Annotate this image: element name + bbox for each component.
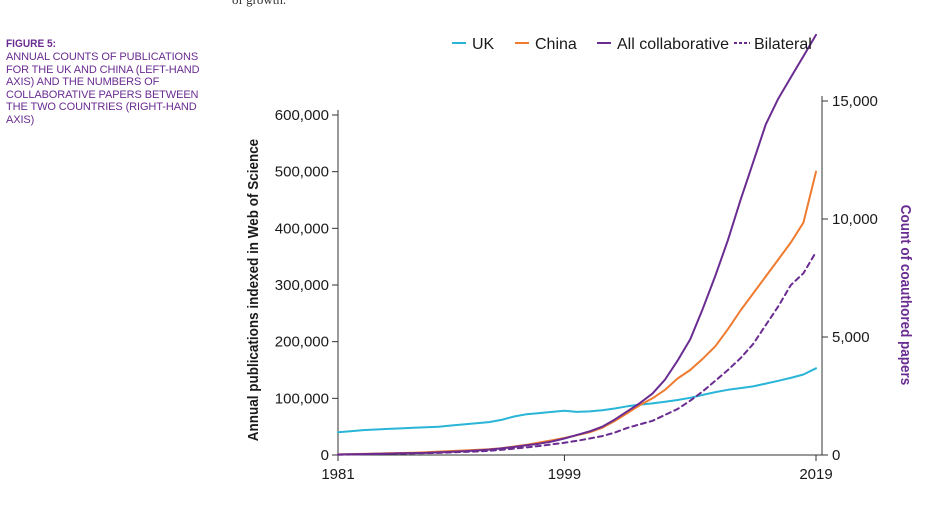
left-axis-tick-label: 200,000 (275, 334, 329, 351)
series-line-all-collaborative (337, 33, 817, 456)
legend-label-china: China (535, 36, 577, 53)
left-axis-tick-label: 500,000 (275, 164, 329, 181)
series-line-bilateral (337, 251, 817, 456)
x-axis-tick-label: 2019 (799, 466, 832, 483)
legend-label-bilateral: Bilateral (754, 36, 812, 53)
figure-caption-body: ANNUAL COUNTS OF PUBLICATIONS FOR THE UK… (6, 51, 200, 126)
right-axis-tick-label: 5,000 (832, 329, 870, 346)
left-axis-tick-label: 100,000 (275, 390, 329, 407)
left-axis-title: Annual publications indexed in Web of Sc… (245, 139, 262, 441)
left-axis-tick-label: 600,000 (275, 107, 329, 124)
figure-caption-heading: FIGURE 5: (6, 38, 57, 50)
left-axis-tick-label: 400,000 (275, 220, 329, 237)
legend-label-all-collaborative: All collaborative (617, 36, 729, 53)
figure-caption: FIGURE 5: ANNUAL COUNTS OF PUBLICATIONS … (6, 38, 211, 126)
x-axis-tick-label: 1981 (321, 466, 354, 483)
preceding-text-fragment: of growth. (232, 0, 286, 8)
series-line-uk (337, 367, 817, 434)
right-axis-tick-label: 10,000 (832, 211, 878, 228)
legend-label-uk: UK (472, 36, 495, 53)
right-axis-tick-label: 15,000 (832, 93, 878, 110)
left-axis-tick-label: 300,000 (275, 277, 329, 294)
left-axis-tick-label: 0 (321, 447, 329, 464)
right-axis-title: Count of coauthored papers (897, 205, 914, 386)
x-axis-tick-label: 1999 (548, 466, 581, 483)
right-axis-tick-label: 0 (832, 447, 840, 464)
